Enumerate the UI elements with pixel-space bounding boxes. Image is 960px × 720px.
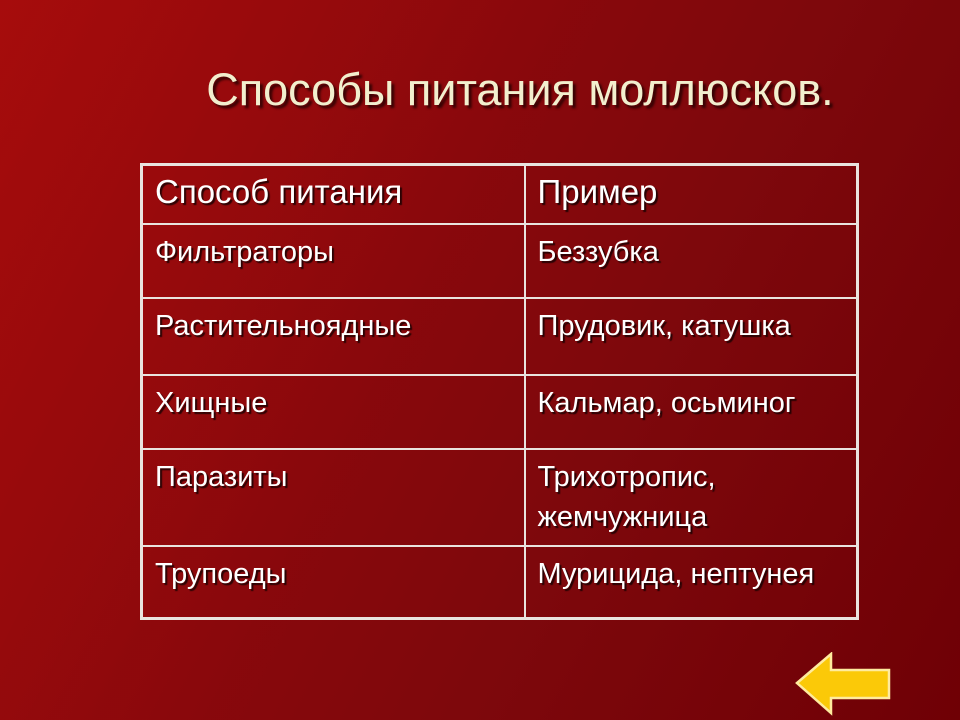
cell-method: Хищные [140,373,526,450]
left-arrow-icon [795,652,891,716]
table-row: Паразиты Трихотропис, жемчужница [140,447,859,547]
back-arrow-button[interactable] [795,652,892,716]
feeding-methods-table: Способ питания Пример Фильтраторы Беззуб… [140,163,859,620]
cell-example: Прудовик, катушка [523,296,859,376]
cell-method: Фильтраторы [140,222,526,299]
cell-method: Трупоеды [140,544,526,620]
table-row: Растительноядные Прудовик, катушка [140,296,859,376]
table-row: Трупоеды Мурицида, нептунея [140,544,859,620]
table-row: Хищные Кальмар, осьминог [140,373,859,450]
cell-example: Трихотропис, жемчужница [523,447,859,547]
cell-example: Кальмар, осьминог [523,373,859,450]
table-header-row: Способ питания Пример [140,163,859,225]
cell-method: Растительноядные [140,296,526,376]
table-header-example: Пример [523,163,859,225]
table-header-method: Способ питания [140,163,526,225]
slide-title: Способы питания моллюсков. [206,64,834,115]
cell-example: Беззубка [523,222,859,299]
table-row: Фильтраторы Беззубка [140,222,859,299]
cell-method: Паразиты [140,447,526,547]
cell-example: Мурицида, нептунея [523,544,859,620]
